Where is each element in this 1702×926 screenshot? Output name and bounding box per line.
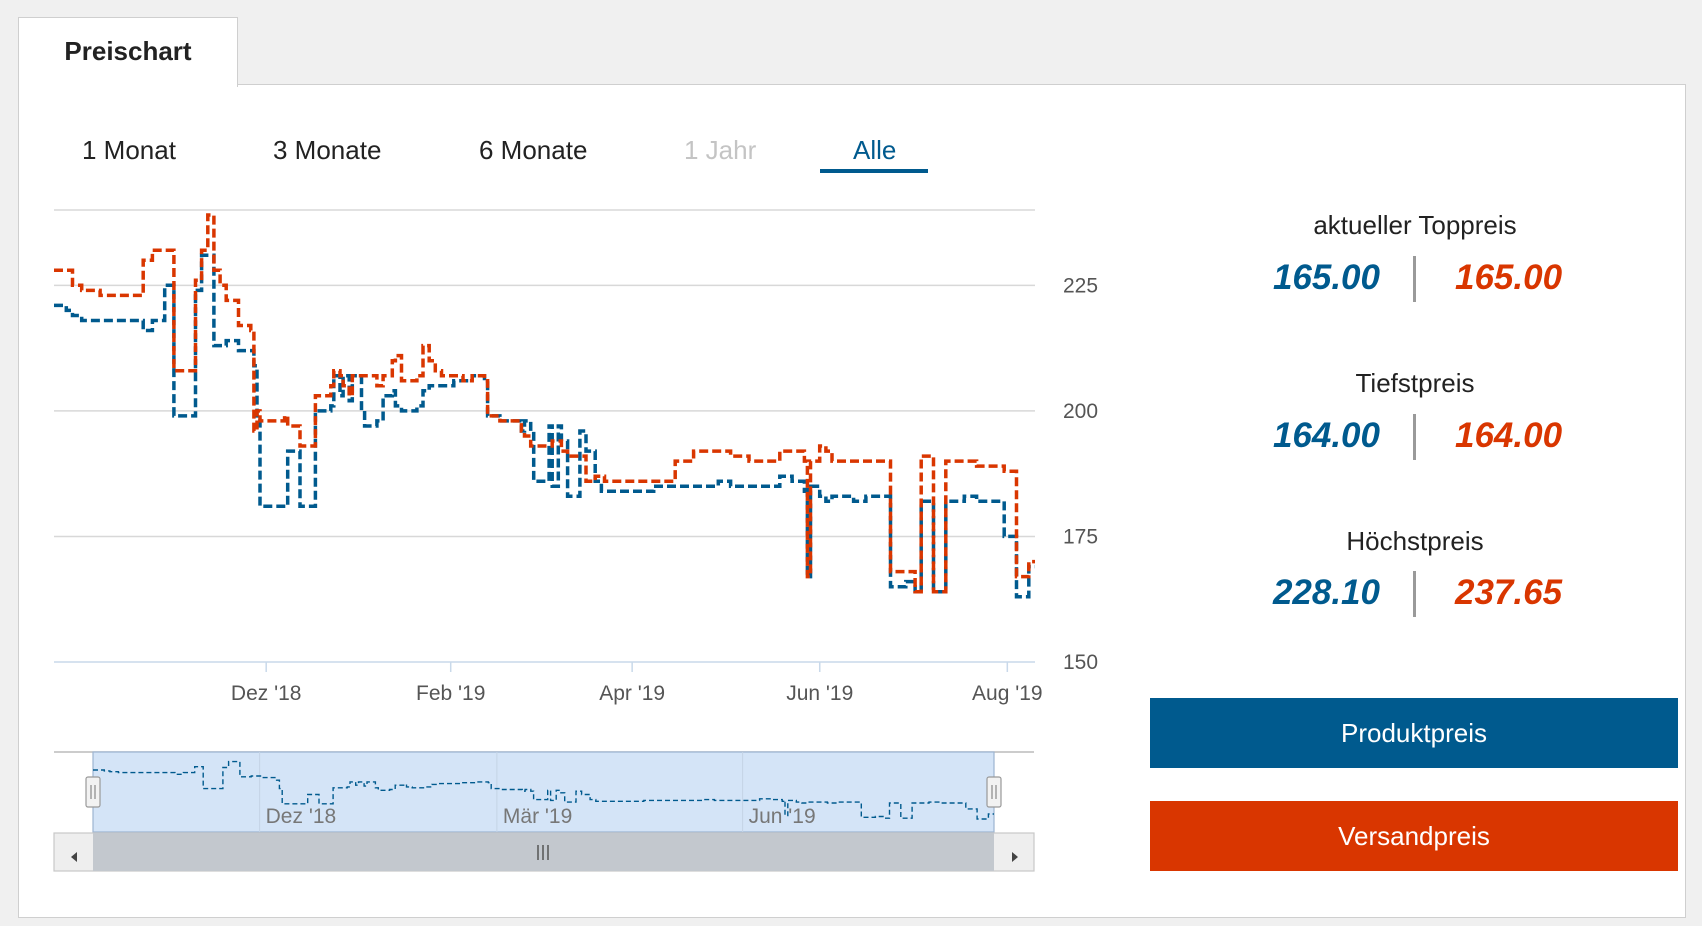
handle-body <box>85 776 101 808</box>
range-1-jahr: 1 Jahr <box>684 135 757 165</box>
stat-divider <box>1413 256 1416 302</box>
highest-product-price: 228.10 <box>1272 573 1380 612</box>
range-alle[interactable]: Alle <box>853 135 897 165</box>
highest-shipping-price: 237.65 <box>1455 573 1563 612</box>
handle-body <box>986 776 1002 808</box>
shipping-price-button[interactable]: Versandpreis <box>1150 801 1678 871</box>
scroll-right-arrow-icon[interactable] <box>1012 852 1018 862</box>
active-range-indicator <box>820 169 928 173</box>
range-6-monate[interactable]: 6 Monate <box>479 135 588 165</box>
tab-preischart[interactable]: Preischart <box>18 17 238 87</box>
highest-price-title: Höchstpreis <box>1346 526 1484 556</box>
tab-label: Preischart <box>64 36 192 66</box>
range-1-monat[interactable]: 1 Monat <box>82 135 176 165</box>
navigator-handle-right[interactable] <box>986 776 1002 808</box>
lowest-product-price: 164.00 <box>1272 416 1380 455</box>
range-3-monate[interactable]: 3 Monate <box>273 135 382 165</box>
navigator-handle-left[interactable] <box>85 776 101 808</box>
product-price-button[interactable]: Produktpreis <box>1150 698 1678 768</box>
lowest-price-title: Tiefstpreis <box>1355 368 1475 398</box>
current-price-title: aktueller Toppreis <box>1313 210 1517 240</box>
lowest-shipping-price: 164.00 <box>1455 416 1563 455</box>
scroll-left-arrow-icon[interactable] <box>71 852 77 862</box>
stat-divider <box>1413 414 1416 460</box>
stat-divider <box>1413 571 1416 617</box>
current-product-price: 165.00 <box>1272 258 1380 297</box>
current-shipping-price: 165.00 <box>1455 258 1563 297</box>
scrollbar-thumb[interactable] <box>93 833 994 871</box>
